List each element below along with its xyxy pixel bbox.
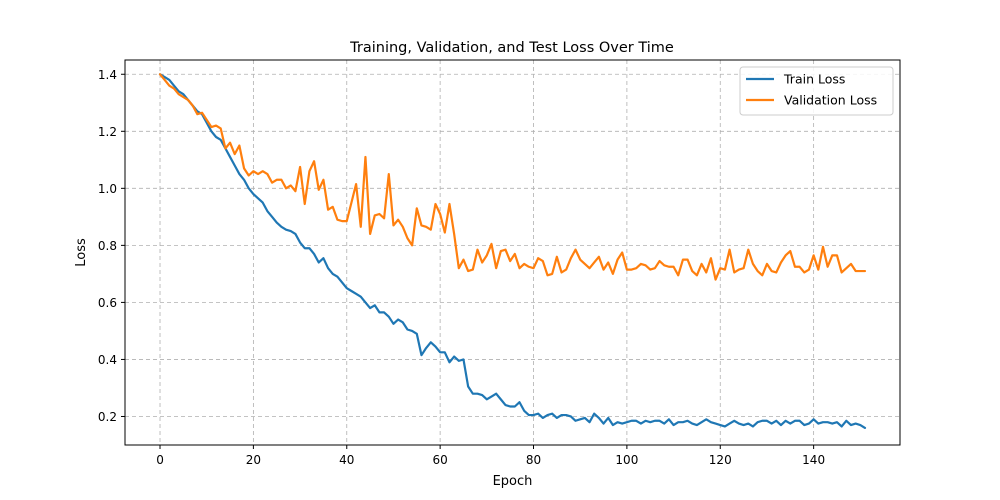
series-lines — [158, 73, 867, 429]
y-tick-label: 0.4 — [98, 353, 117, 367]
y-tick-label: 0.2 — [98, 410, 117, 424]
y-tick-label: 1.0 — [98, 182, 117, 196]
legend-box — [739, 66, 894, 116]
x-tick-label: 40 — [339, 453, 354, 467]
plot-frame — [124, 59, 901, 446]
x-tick-label: 140 — [802, 453, 825, 467]
y-tick-label: 1.2 — [98, 125, 117, 139]
x-tick-label: 0 — [156, 453, 164, 467]
chart-title: Training, Validation, and Test Loss Over… — [349, 40, 674, 56]
x-tick-label: 120 — [709, 453, 732, 467]
legend-label: Validation Loss — [784, 93, 877, 108]
series-line-train-loss — [158, 73, 867, 429]
y-tick-label: 0.6 — [98, 296, 117, 310]
y-tick-label: 0.8 — [98, 239, 117, 253]
x-tick-label: 100 — [615, 453, 638, 467]
series-line-validation-loss — [158, 73, 867, 281]
grid-lines — [125, 60, 900, 445]
y-axis-label: Loss — [74, 238, 89, 267]
axis-ticks: 0 20 40 60 80 100 120 140 0.2 0.4 0.6 0.8 1.0 1.2 1.4 — [98, 68, 825, 467]
legend: Train Loss Validation Loss — [739, 66, 894, 116]
x-axis-label: Epoch — [493, 474, 533, 489]
y-tick-label: 1.4 — [98, 68, 117, 82]
x-tick-label: 80 — [526, 453, 541, 467]
x-tick-label: 60 — [432, 453, 447, 467]
legend-label: Train Loss — [783, 72, 845, 87]
x-tick-label: 20 — [246, 453, 261, 467]
